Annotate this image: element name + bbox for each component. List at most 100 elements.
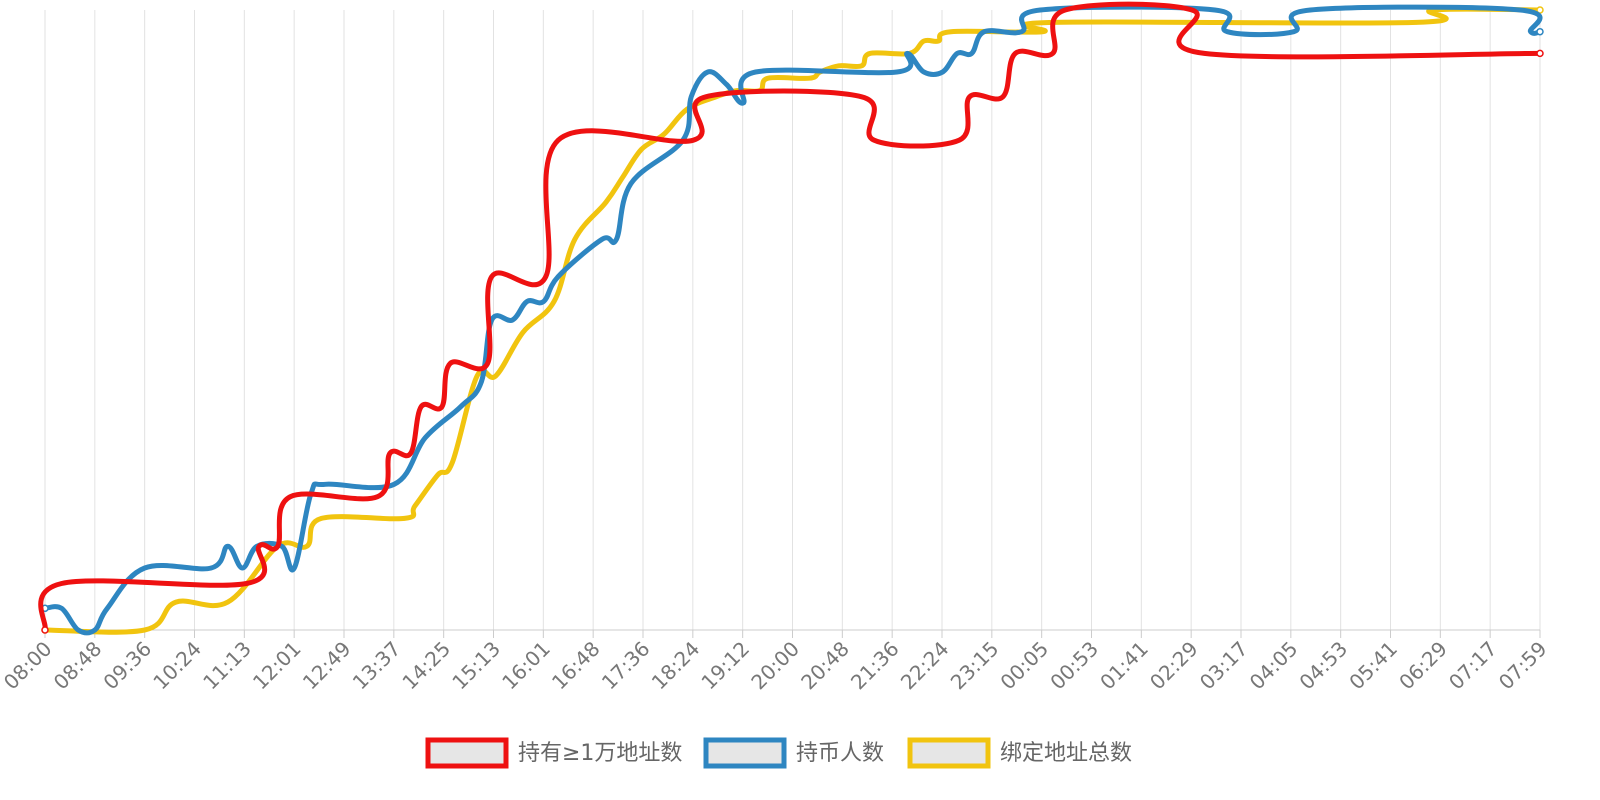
- x-tick-label: 12:49: [298, 637, 356, 695]
- data-point: [256, 544, 262, 549]
- data-point: [1019, 29, 1024, 34]
- x-tick-label: 20:48: [796, 637, 854, 695]
- data-point: [940, 69, 945, 75]
- series-0: [38, 1, 1544, 634]
- data-point: [59, 581, 64, 586]
- x-tick-label: 05:41: [1344, 637, 1402, 695]
- data-point: [905, 51, 910, 56]
- data-point: [474, 373, 480, 378]
- data-point: [520, 330, 526, 335]
- data-point: [458, 404, 463, 409]
- data-point: [105, 606, 110, 611]
- series-line: [38, 1, 1543, 633]
- data-point: [1528, 29, 1533, 34]
- data-point: [287, 494, 293, 499]
- data-point: [724, 82, 729, 87]
- data-point: [753, 69, 758, 75]
- data-point: [244, 581, 249, 586]
- data-point: [524, 299, 530, 304]
- data-point: [59, 606, 64, 611]
- data-point: [556, 138, 561, 143]
- x-tick-label: 11:13: [198, 637, 256, 695]
- data-point: [936, 38, 941, 44]
- data-point: [510, 317, 515, 323]
- data-point: [691, 138, 696, 143]
- legend-label: 持有≥1万地址数: [518, 741, 682, 766]
- data-point: [859, 94, 864, 100]
- data-point: [981, 29, 987, 34]
- x-tick-label: 00:53: [1045, 637, 1103, 695]
- data-point: [142, 565, 147, 571]
- data-point: [921, 38, 927, 44]
- data-point: [1291, 29, 1296, 34]
- gridlines: [44, 10, 1541, 630]
- data-point: [541, 299, 546, 304]
- x-tick-label: 01:41: [1095, 637, 1153, 695]
- data-point: [765, 76, 771, 81]
- data-point: [92, 627, 98, 633]
- data-point: [871, 138, 877, 143]
- legend-item: 绑定地址总数: [907, 737, 1132, 769]
- data-point: [967, 94, 972, 100]
- x-tick-label: 02:29: [1145, 637, 1203, 695]
- data-point: [1414, 20, 1419, 25]
- x-tick-label: 19:12: [696, 637, 754, 695]
- x-tick-label: 22:24: [896, 637, 954, 695]
- data-point: [304, 544, 310, 549]
- x-tick-label: 16:01: [497, 637, 555, 695]
- legend: 持有≥1万地址数 持币人数 绑定地址总数: [425, 737, 1132, 769]
- data-point: [412, 503, 418, 509]
- legend-label: 绑定地址总数: [1000, 741, 1132, 766]
- data-point: [703, 94, 708, 100]
- data-point: [209, 565, 214, 571]
- data-point: [1000, 94, 1006, 100]
- data-point: [740, 100, 746, 106]
- data-point: [275, 544, 280, 549]
- data-point: [954, 51, 960, 56]
- data-point: [391, 482, 397, 487]
- x-tick-label: 23:15: [946, 637, 1004, 695]
- data-point: [867, 51, 873, 56]
- legend-item: 持币人数: [703, 737, 884, 769]
- x-tick-label: 16:48: [547, 637, 605, 695]
- x-tick-label: 06:29: [1394, 637, 1452, 695]
- legend-swatch: [425, 737, 509, 769]
- data-point: [628, 181, 634, 186]
- x-tick-label: 09:36: [98, 637, 156, 695]
- legend-swatch: [907, 737, 991, 769]
- data-point: [173, 599, 179, 605]
- data-point: [969, 51, 974, 56]
- data-point: [408, 451, 413, 456]
- end-point: [41, 626, 49, 634]
- x-tick-label: 07:59: [1494, 637, 1552, 695]
- data-point: [1518, 7, 1523, 13]
- x-tick-label: 14:25: [397, 637, 455, 695]
- data-point: [142, 627, 147, 633]
- data-point: [387, 451, 393, 456]
- data-point: [1050, 51, 1055, 56]
- data-point: [435, 472, 440, 478]
- x-tick-label: 20:00: [746, 637, 804, 695]
- data-point: [76, 627, 81, 633]
- data-point: [894, 69, 900, 75]
- data-point: [807, 76, 812, 81]
- data-point: [493, 373, 499, 378]
- data-point: [572, 237, 578, 242]
- x-tick-label: 21:36: [846, 637, 904, 695]
- x-tick-label: 15:13: [447, 637, 505, 695]
- data-point: [375, 494, 380, 499]
- data-point: [292, 565, 297, 571]
- data-point: [323, 482, 328, 487]
- x-tick-label: 04:05: [1245, 637, 1303, 695]
- data-point: [447, 361, 453, 366]
- data-point: [859, 63, 864, 68]
- data-point: [639, 147, 644, 152]
- data-point: [957, 138, 962, 143]
- data-point: [485, 361, 490, 366]
- data-point: [489, 274, 494, 279]
- x-tick-label: 04:53: [1294, 637, 1352, 695]
- data-point: [225, 599, 231, 605]
- data-point: [620, 175, 625, 180]
- x-tick-label: 10:24: [148, 637, 206, 695]
- x-tick-label: 08:48: [49, 637, 107, 695]
